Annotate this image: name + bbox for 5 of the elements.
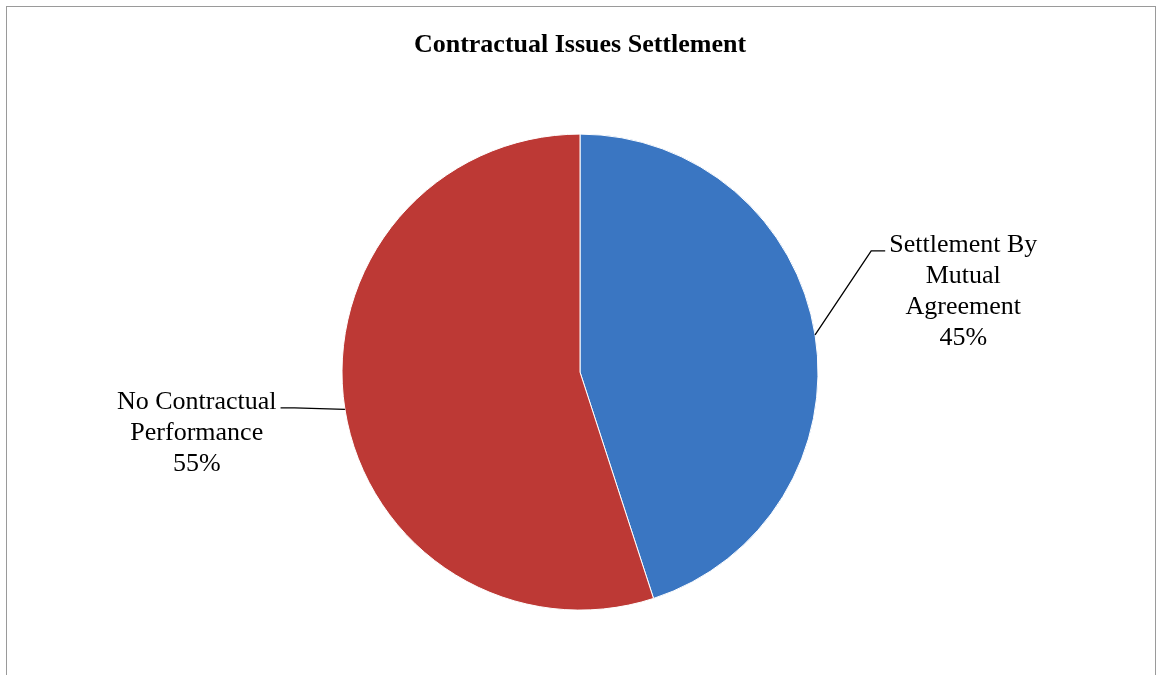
slice-label: No Contractual Performance — [116, 385, 277, 446]
data-label: 55% — [172, 447, 221, 477]
slice-label: Settlement By Mutual Agreement — [889, 228, 1038, 320]
chart-title: Contractual Issues Settlement — [413, 29, 747, 59]
data-label: 45% — [939, 321, 988, 351]
